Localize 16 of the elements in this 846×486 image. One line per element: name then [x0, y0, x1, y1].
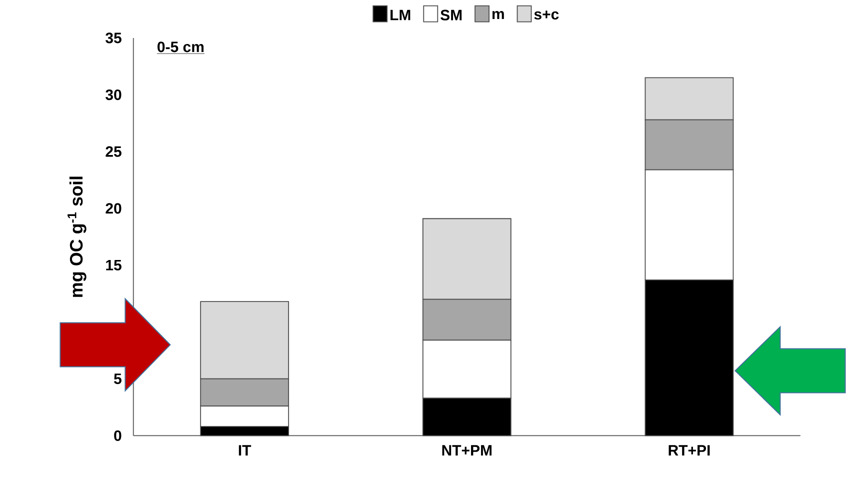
legend-label: SM — [440, 10, 462, 20]
x-tick-label: IT — [238, 445, 252, 456]
y-tick-label: 20 — [106, 203, 122, 214]
y-tick-label: 30 — [106, 89, 122, 100]
annotation: 0-5 cm — [158, 42, 204, 52]
y-tick-label: 0 — [114, 430, 122, 441]
y-tick-label: 35 — [106, 32, 122, 44]
y-axis-title: mg OC g$^{-1}$ soil — [68, 176, 86, 297]
legend-label: m — [492, 10, 504, 20]
legend-label: LM — [390, 10, 410, 20]
x-tick-label: RT+PI — [668, 445, 710, 456]
y-tick-label: 15 — [106, 260, 122, 270]
y-tick-label: 25 — [106, 146, 122, 157]
x-tick-label: NT+PM — [442, 445, 492, 456]
y-tick-label: 5 — [114, 374, 122, 384]
legend-label: s+c — [534, 10, 559, 20]
